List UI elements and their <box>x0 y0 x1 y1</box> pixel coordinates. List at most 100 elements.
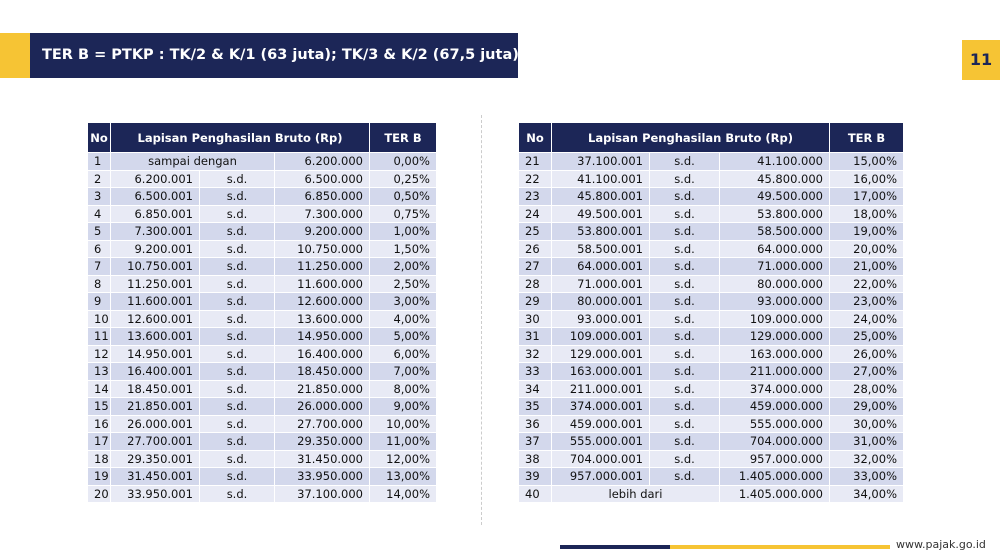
table-cell: 11.250.001 <box>111 275 200 293</box>
table-cell: 555.000.001 <box>552 433 650 451</box>
table-cell: 109.000.001 <box>552 328 650 346</box>
table-cell: 39 <box>519 468 552 486</box>
table-cell: 31.450.001 <box>111 468 200 486</box>
table-cell: 13.600.000 <box>275 310 370 328</box>
table-cell: 0,00% <box>370 153 437 171</box>
table-cell: 10.750.000 <box>275 240 370 258</box>
table-cell: 6,00% <box>370 345 437 363</box>
table-cell: 6.200.000 <box>275 153 370 171</box>
table-cell: 49.500.000 <box>720 188 830 206</box>
table-cell: s.d. <box>650 398 720 416</box>
table-cell: 11 <box>88 328 111 346</box>
table-cell: 33.950.000 <box>275 468 370 486</box>
table-cell: 18.450.001 <box>111 380 200 398</box>
table-cell: 7 <box>88 258 111 276</box>
table-cell: 7.300.001 <box>111 223 200 241</box>
table-cell: 10,00% <box>370 415 437 433</box>
table-cell: 53.800.000 <box>720 205 830 223</box>
table-cell: 14 <box>88 380 111 398</box>
table-cell: 2,50% <box>370 275 437 293</box>
footer-bar <box>670 545 890 549</box>
table-cell: 45.800.001 <box>552 188 650 206</box>
table-cell: 5,00% <box>370 328 437 346</box>
table-cell: 37.100.000 <box>275 485 370 503</box>
table-cell: 36 <box>519 415 552 433</box>
table-cell: 30,00% <box>830 415 904 433</box>
table-cell: 31,00% <box>830 433 904 451</box>
table-cell: 30 <box>519 310 552 328</box>
table-cell: s.d. <box>200 223 275 241</box>
column-header: Lapisan Penghasilan Bruto (Rp) <box>552 123 830 152</box>
table-cell: 13 <box>88 363 111 381</box>
table-cell: s.d. <box>650 293 720 311</box>
table-cell: 1,00% <box>370 223 437 241</box>
table-cell: 37.100.001 <box>552 153 650 171</box>
table-cell: 6.850.001 <box>111 205 200 223</box>
table-cell: s.d. <box>200 363 275 381</box>
table-cell: 26,00% <box>830 345 904 363</box>
table-cell: 16 <box>88 415 111 433</box>
table-cell: 211.000.001 <box>552 380 650 398</box>
footer-bar <box>560 545 670 549</box>
table-cell: 12.600.000 <box>275 293 370 311</box>
table-cell: 10.750.001 <box>111 258 200 276</box>
table-cell: 1 <box>88 153 111 171</box>
accent-block <box>0 33 30 78</box>
table-cell: 3 <box>88 188 111 206</box>
table-cell: 555.000.000 <box>720 415 830 433</box>
title: TER B = PTKP : TK/2 & K/1 (63 juta); TK/… <box>30 33 519 78</box>
table-cell: s.d. <box>200 485 275 503</box>
table-cell: 93.000.001 <box>552 310 650 328</box>
table-cell: 957.000.000 <box>720 450 830 468</box>
table-cell: 26 <box>519 240 552 258</box>
table-cell: 29.350.001 <box>111 450 200 468</box>
table-cell: 12,00% <box>370 450 437 468</box>
table-cell: 25 <box>519 223 552 241</box>
table-cell: 33.950.001 <box>111 485 200 503</box>
table-cell: s.d. <box>650 380 720 398</box>
table-cell: 2,00% <box>370 258 437 276</box>
table-cell: 11.600.001 <box>111 293 200 311</box>
table-cell: 71.000.000 <box>720 258 830 276</box>
table-cell: 18.450.000 <box>275 363 370 381</box>
table-cell: 8,00% <box>370 380 437 398</box>
table-cell: 21 <box>519 153 552 171</box>
table-cell: 32 <box>519 345 552 363</box>
table-cell: s.d. <box>200 205 275 223</box>
table-cell: s.d. <box>650 345 720 363</box>
table-cell: s.d. <box>200 415 275 433</box>
table-cell: 6.500.001 <box>111 188 200 206</box>
table-cell: 14.950.000 <box>275 328 370 346</box>
table-cell: s.d. <box>650 153 720 171</box>
table-cell: 459.000.001 <box>552 415 650 433</box>
table-cell: s.d. <box>200 188 275 206</box>
table-cell: 7,00% <box>370 363 437 381</box>
table-cell: 34 <box>519 380 552 398</box>
table-cell: 45.800.000 <box>720 170 830 188</box>
table-cell: 20,00% <box>830 240 904 258</box>
table-cell: 1.405.000.000 <box>720 468 830 486</box>
column-header: TER B <box>370 123 437 152</box>
table-cell: 64.000.001 <box>552 258 650 276</box>
table-cell: 58.500.001 <box>552 240 650 258</box>
table-cell: 31 <box>519 328 552 346</box>
table-cell: 5 <box>88 223 111 241</box>
table-cell: s.d. <box>650 205 720 223</box>
table-cell: 28,00% <box>830 380 904 398</box>
table-cell: 18 <box>88 450 111 468</box>
table-cell: 27.700.000 <box>275 415 370 433</box>
table-cell: s.d. <box>650 223 720 241</box>
table-cell: 14.950.001 <box>111 345 200 363</box>
table-cell: 29,00% <box>830 398 904 416</box>
table-cell: 9.200.001 <box>111 240 200 258</box>
table-cell: 33,00% <box>830 468 904 486</box>
footer-url: www.pajak.go.id <box>896 538 986 551</box>
table-cell: s.d. <box>200 293 275 311</box>
table-cell: 31.450.000 <box>275 450 370 468</box>
table-cell: 11.250.000 <box>275 258 370 276</box>
table-cell: s.d. <box>650 310 720 328</box>
table-cell: 10 <box>88 310 111 328</box>
table-cell: s.d. <box>200 310 275 328</box>
table-cell: 20 <box>88 485 111 503</box>
